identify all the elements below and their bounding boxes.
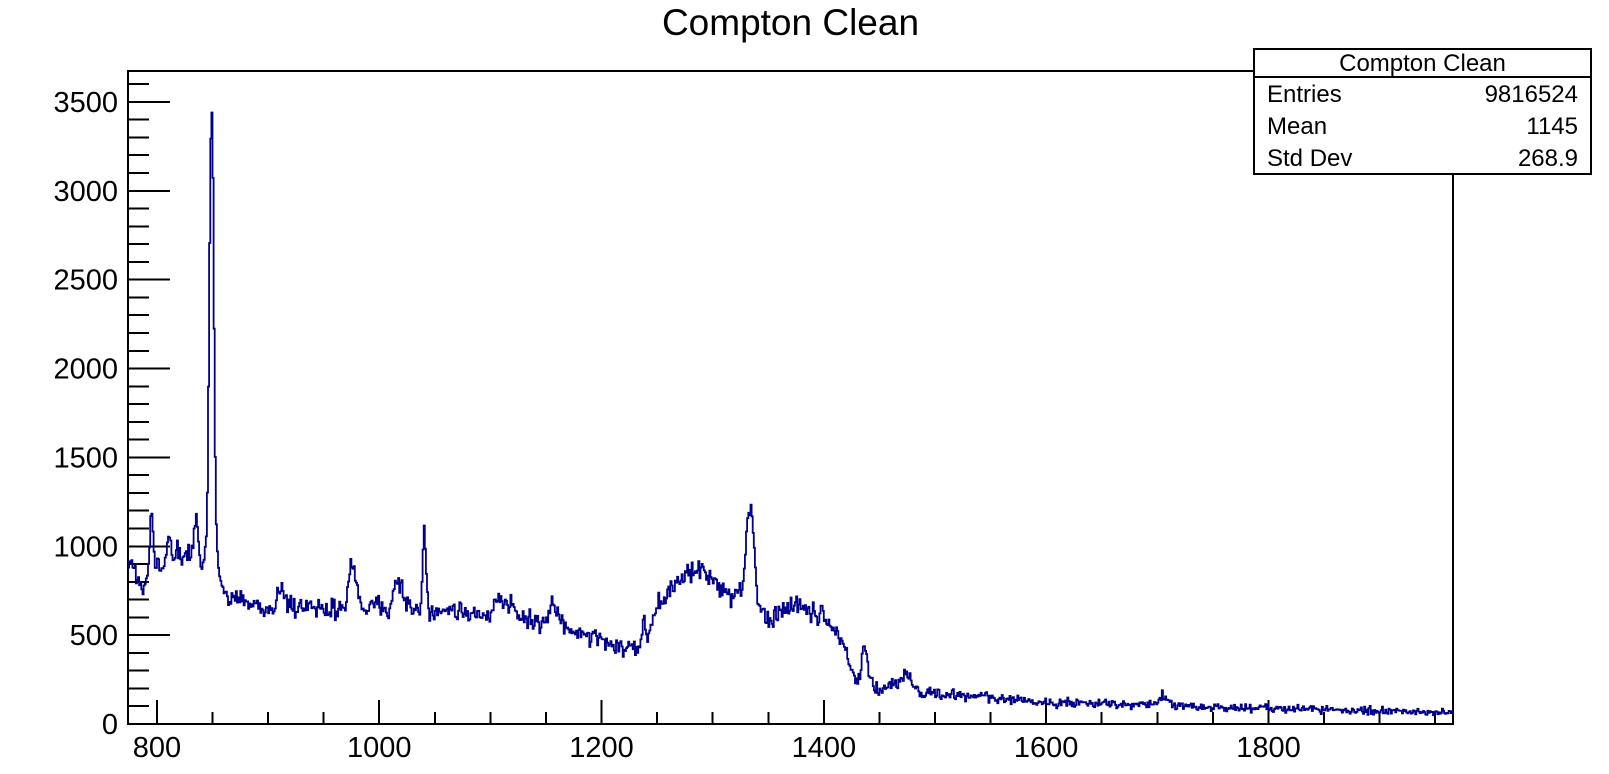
stats-row-stddev: Std Dev 268.9: [1267, 143, 1578, 175]
svg-text:1000: 1000: [347, 732, 412, 764]
stats-box-rows: Entries 9816524 Mean 1145 Std Dev 268.9: [1255, 78, 1590, 175]
stats-row-mean: Mean 1145: [1267, 111, 1578, 143]
svg-text:1600: 1600: [1014, 732, 1079, 764]
stats-row-entries: Entries 9816524: [1267, 79, 1578, 111]
svg-text:3000: 3000: [53, 176, 118, 208]
plot-title: Compton Clean: [661, 2, 920, 43]
svg-text:3500: 3500: [53, 87, 118, 119]
stats-value-stddev: 268.9: [1517, 145, 1578, 172]
svg-text:2500: 2500: [53, 265, 118, 297]
svg-text:1000: 1000: [53, 531, 118, 563]
svg-text:800: 800: [133, 732, 181, 764]
svg-text:1200: 1200: [569, 732, 634, 764]
stats-value-mean: 1145: [1526, 113, 1578, 140]
svg-text:1400: 1400: [792, 732, 857, 764]
stats-box-title: Compton Clean: [1255, 50, 1590, 78]
stats-value-entries: 9816524: [1484, 81, 1578, 108]
svg-text:2000: 2000: [53, 354, 118, 386]
svg-text:500: 500: [70, 620, 118, 652]
svg-text:1800: 1800: [1236, 732, 1301, 764]
svg-text:0: 0: [102, 709, 118, 741]
stats-box: Compton Clean Entries 9816524 Mean 1145 …: [1253, 48, 1592, 175]
stats-label-stddev: Std Dev: [1267, 145, 1353, 172]
svg-text:1500: 1500: [53, 442, 118, 474]
stats-label-entries: Entries: [1267, 81, 1342, 108]
stats-label-mean: Mean: [1267, 113, 1328, 140]
